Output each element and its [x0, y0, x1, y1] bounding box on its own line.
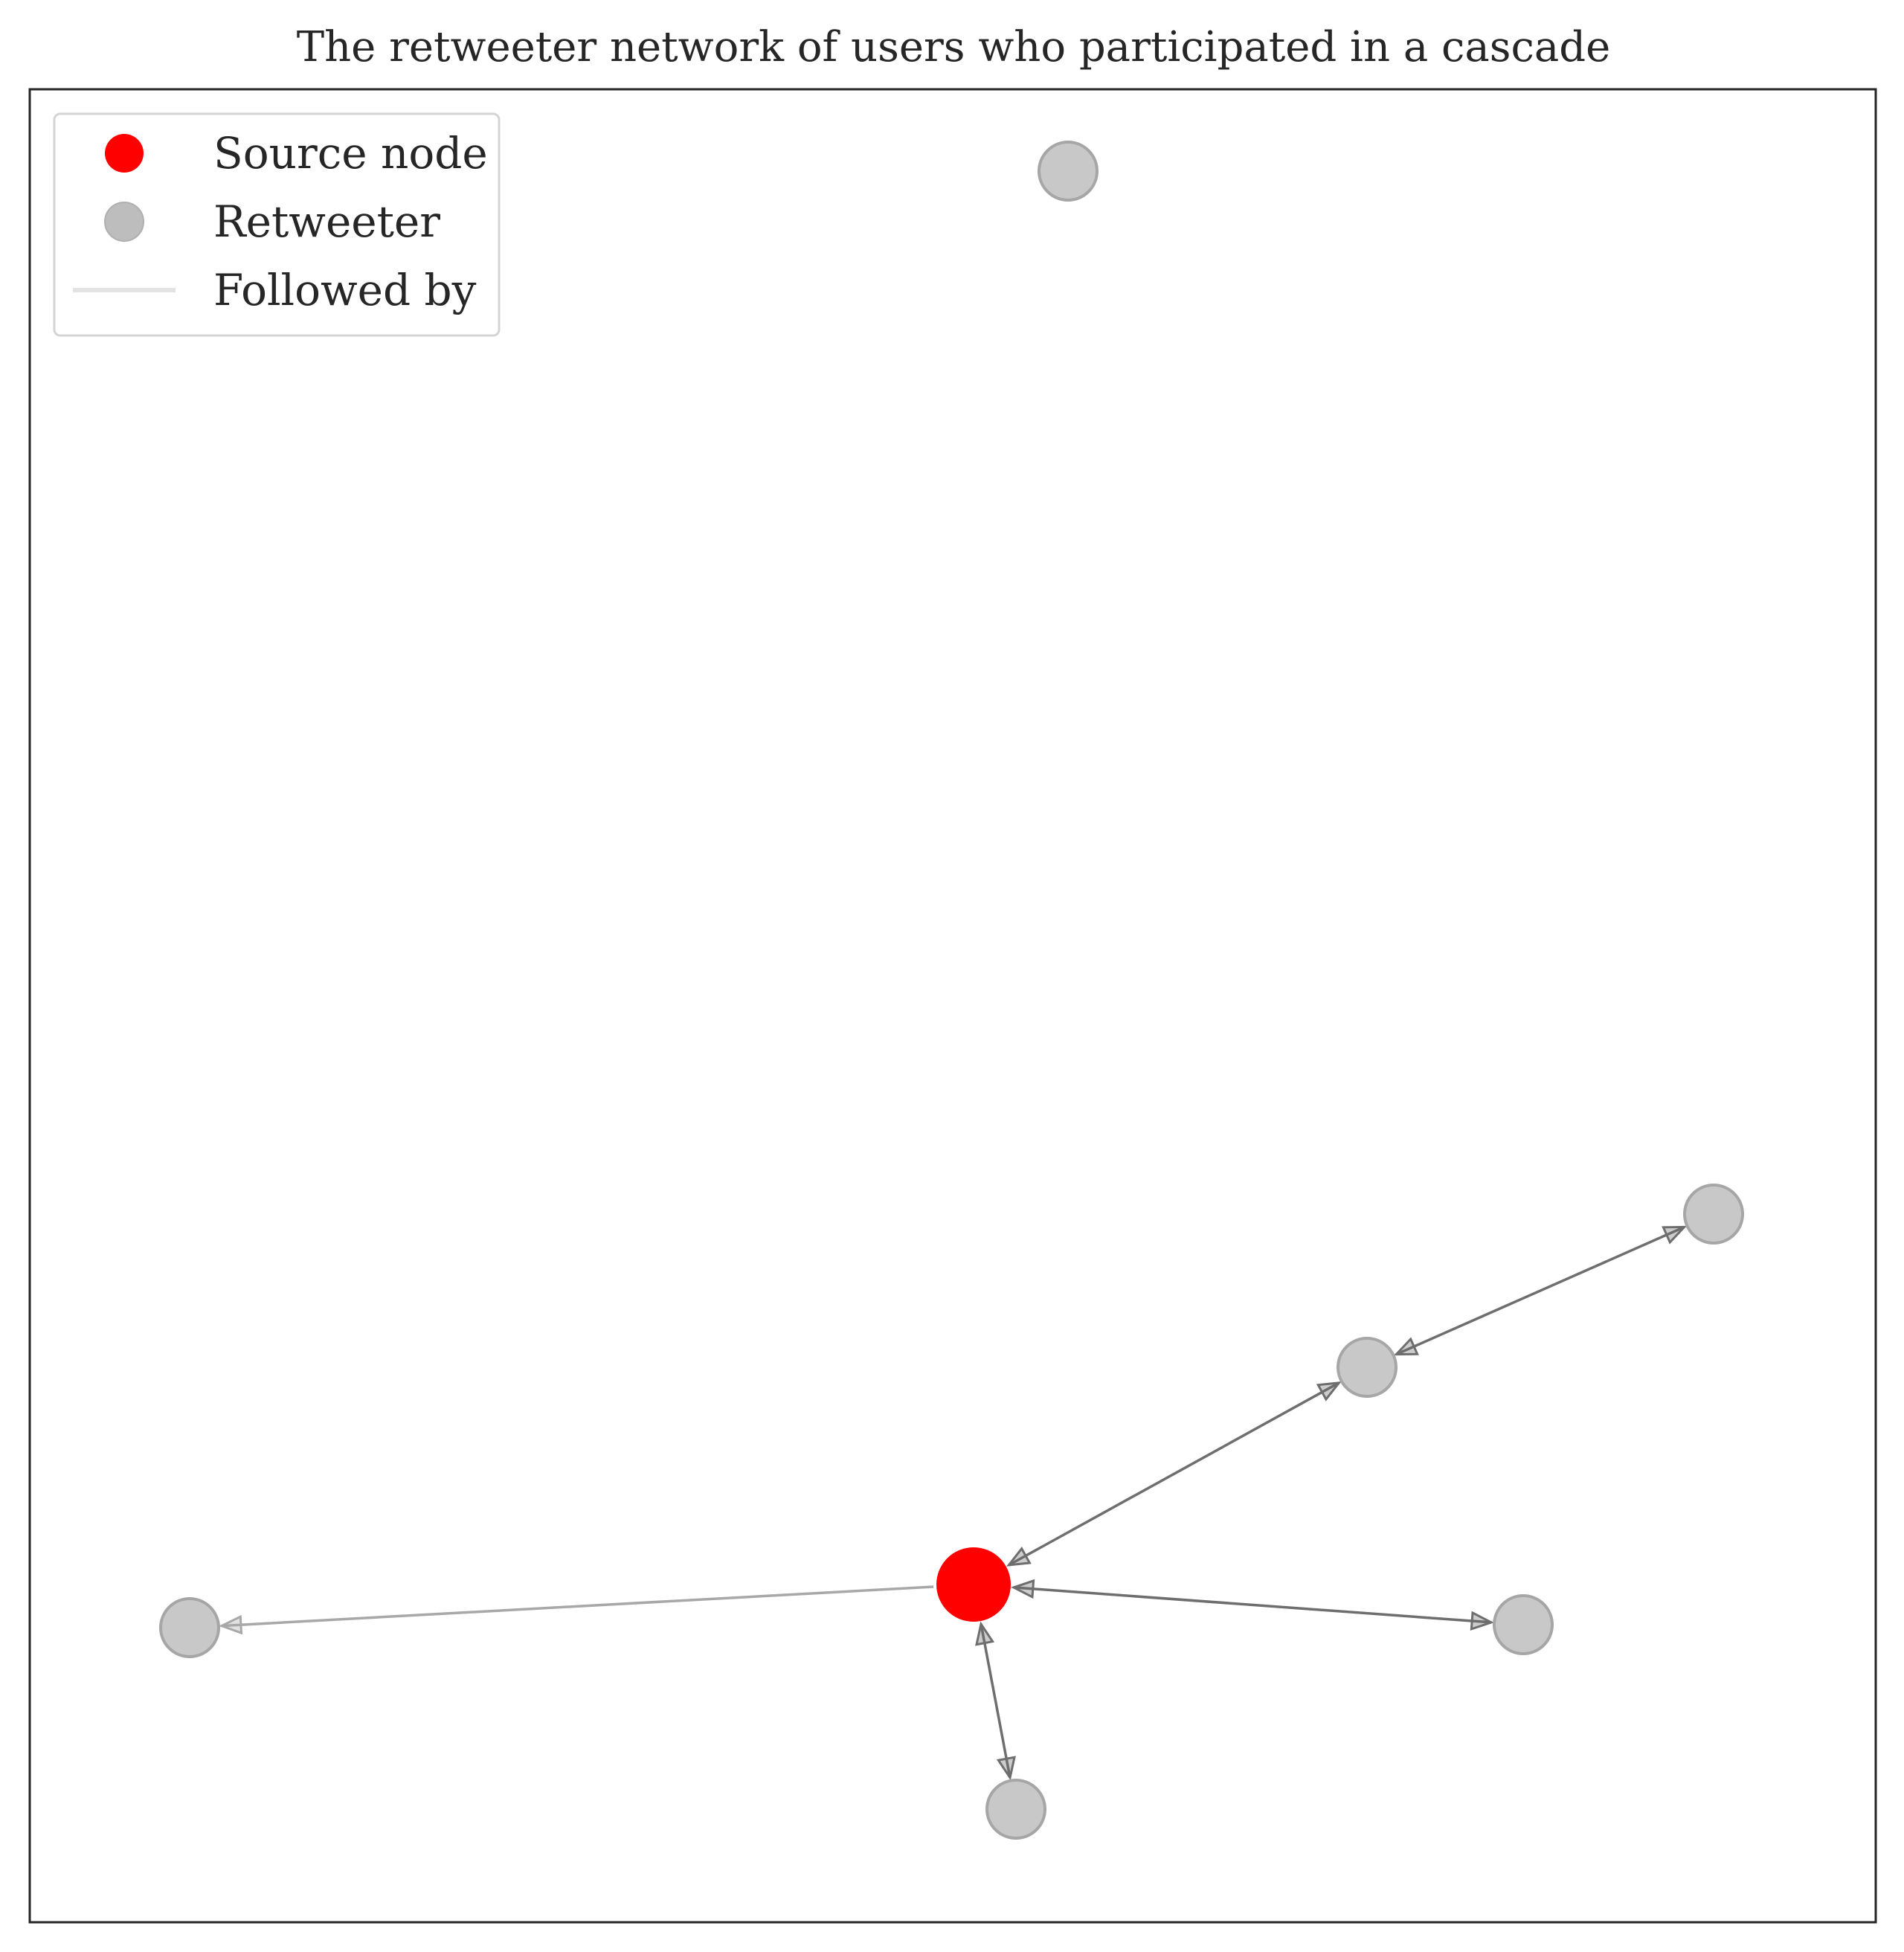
- retweeter-node-r-bottom: [985, 1779, 1046, 1840]
- retweeter-node-r-right: [1493, 1594, 1554, 1655]
- edge-arrowhead-reverse: [1393, 1337, 1419, 1356]
- legend: Source node Retweeter Followed by: [53, 112, 501, 337]
- edge-line: [980, 1623, 1012, 1779]
- legend-source-marker: [105, 134, 144, 173]
- edge-arrowhead: [1662, 1225, 1688, 1245]
- edge-arrowhead: [1316, 1381, 1342, 1402]
- retweeter-node-r-far-right: [1683, 1184, 1744, 1245]
- legend-retweeter-marker: [104, 202, 144, 242]
- edge-r-mid-right-to-r-far-right: [1393, 1225, 1688, 1356]
- edge-arrowhead: [219, 1614, 243, 1635]
- legend-retweeter-label: Retweeter: [213, 196, 440, 247]
- edge-arrowhead: [996, 1756, 1016, 1781]
- retweeter-node-r-top: [1038, 141, 1099, 202]
- retweeter-node-r-left: [159, 1597, 220, 1658]
- nodes-layer: [159, 141, 1744, 1840]
- edges-layer: [219, 1225, 1688, 1781]
- edge-source-to-r-left: [219, 1585, 934, 1635]
- edge-arrowhead-reverse: [1006, 1546, 1032, 1567]
- edge-line: [221, 1585, 934, 1628]
- edge-line: [1013, 1586, 1492, 1624]
- edge-arrowhead: [1470, 1611, 1494, 1631]
- edge-source-to-r-mid-right: [1006, 1381, 1342, 1567]
- edge-line: [1008, 1381, 1340, 1567]
- edge-arrowhead-reverse: [1011, 1579, 1035, 1599]
- source-node: [936, 1547, 1011, 1622]
- edge-source-to-r-bottom: [975, 1621, 1016, 1781]
- legend-source-label: Source node: [213, 128, 488, 179]
- edge-source-to-r-right: [1011, 1579, 1494, 1631]
- figure-title: The retweeter network of users who parti…: [297, 23, 1611, 71]
- edge-arrowhead-reverse: [975, 1621, 995, 1646]
- legend-box: [53, 112, 501, 337]
- legend-edge-label: Followed by: [213, 265, 477, 315]
- edge-line: [1395, 1225, 1685, 1356]
- axes-frame: [28, 88, 1877, 1924]
- retweeter-node-r-mid-right: [1337, 1337, 1398, 1398]
